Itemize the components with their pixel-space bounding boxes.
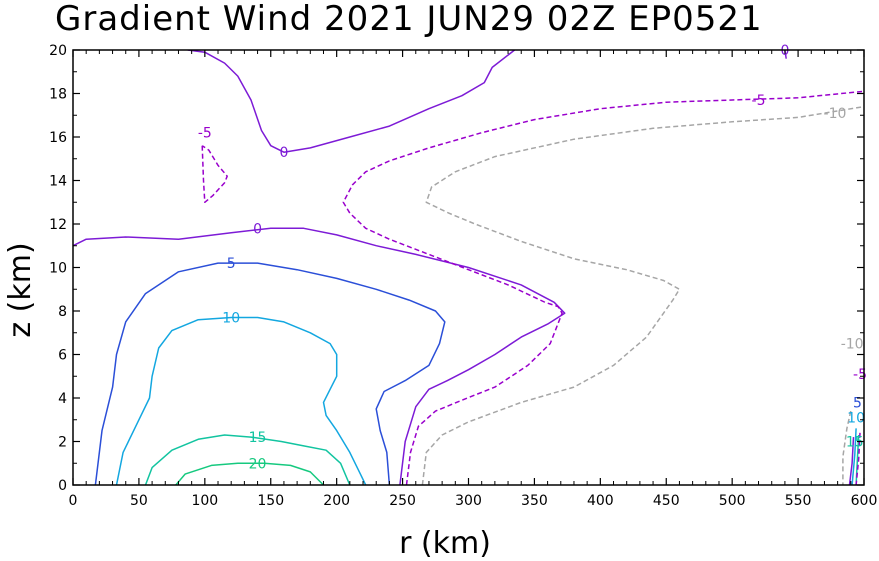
y-tick-label-1: 2 (58, 435, 67, 451)
y-tick-label-4: 8 (58, 304, 67, 320)
y-axis-label: z (km) (3, 242, 38, 337)
contour-lines (73, 50, 864, 485)
contour-label-13: 10 (847, 411, 865, 427)
x-axis-label: r (km) (399, 526, 491, 561)
x-tick-label-0: 0 (69, 493, 78, 509)
contour-line-7 (144, 434, 351, 485)
y-tick-label-9: 18 (49, 87, 67, 103)
contour-label-10: -10 (841, 337, 864, 353)
contour-label-9: -10 (824, 106, 847, 122)
chart-title: Gradient Wind 2021 JUN29 02Z EP0521 (55, 0, 763, 39)
contour-line-5 (115, 316, 367, 485)
contour-label-14: 15 (846, 435, 864, 451)
contour-label-1: 0 (253, 221, 262, 237)
contour-line-13 (421, 105, 864, 485)
x-tick-label-1: 50 (130, 493, 148, 509)
y-tick-label-6: 12 (49, 217, 67, 233)
contour-label-7: -5 (198, 126, 212, 142)
x-tick-label-12: 600 (851, 493, 878, 509)
contour-label-12: 5 (853, 395, 862, 411)
y-tick-label-3: 6 (58, 348, 67, 364)
contour-line-0 (187, 50, 516, 153)
y-tick-label-7: 14 (49, 174, 67, 190)
x-tick-label-7: 350 (521, 493, 548, 509)
x-tick-label-3: 150 (257, 493, 284, 509)
x-tick-label-2: 100 (191, 493, 218, 509)
axis-ticks: 0 50 100 150 200 250 300 350 400 450 500 550 6000246… (49, 43, 877, 509)
contour-line-10 (201, 145, 228, 204)
contour-line-6 (851, 428, 857, 485)
y-tick-label-2: 4 (58, 391, 67, 407)
x-tick-label-9: 450 (653, 493, 680, 509)
contour-label-5: 15 (249, 430, 267, 446)
contour-label-11: -5 (853, 367, 867, 383)
contour-label-0: 0 (279, 145, 288, 161)
contour-line-3 (848, 437, 855, 485)
x-tick-label-5: 250 (389, 493, 416, 509)
y-tick-label-8: 16 (49, 130, 67, 146)
contour-line-11 (342, 90, 864, 485)
x-tick-label-6: 300 (455, 493, 482, 509)
contour-line-4 (94, 262, 446, 485)
contour-label-4: 10 (222, 311, 240, 327)
y-tick-label-5: 10 (49, 261, 67, 277)
contour-label-3: 5 (227, 256, 236, 272)
x-tick-label-4: 200 (323, 493, 350, 509)
y-tick-label-0: 0 (58, 478, 67, 494)
x-tick-label-11: 550 (785, 493, 812, 509)
contour-label-8: -5 (752, 93, 766, 109)
contour-label-6: 20 (249, 456, 267, 472)
contour-line-14 (842, 410, 852, 485)
contour-line-1 (73, 227, 566, 485)
x-tick-label-8: 400 (587, 493, 614, 509)
y-tick-label-10: 20 (49, 43, 67, 59)
x-tick-label-10: 500 (719, 493, 746, 509)
contour-line-9 (175, 462, 325, 485)
